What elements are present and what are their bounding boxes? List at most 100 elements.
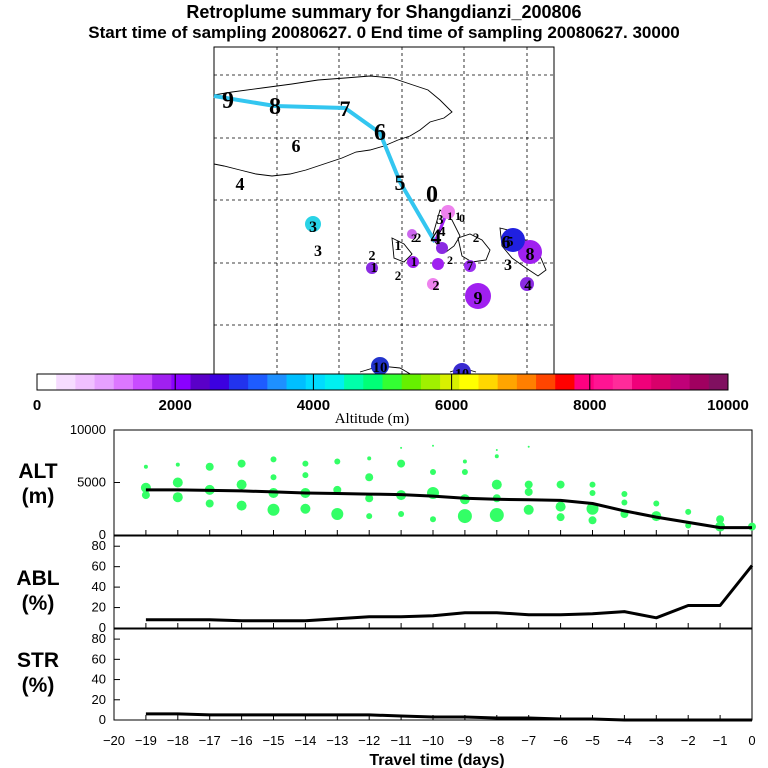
cluster-label: 3 [309,219,317,236]
cluster-point [432,258,444,270]
cluster-point [366,262,378,274]
colorbar-swatch [670,374,691,390]
altitude-point [366,513,373,520]
ytick-label: 20 [92,692,106,707]
cluster-point [371,357,389,375]
colorbar-swatch [305,374,326,390]
colorbar-swatch [56,374,76,390]
panel-ylabel: (m) [22,485,55,508]
colorbar-tick-label: 2000 [159,397,192,414]
cluster-label: 7 [467,258,474,273]
colorbar-swatch [497,374,518,390]
path-day-label: 4 [431,224,442,249]
cluster-point [407,256,419,268]
altitude-colorbar [36,373,729,391]
colorbar-swatch [132,374,153,390]
cluster-label: 5 [507,235,514,250]
cluster-label: 10 [373,360,388,376]
colorbar-swatch [708,374,729,390]
cluster-label: 8 [526,244,535,264]
xtick-label: −10 [422,733,444,748]
cluster-label: 3 [504,257,512,274]
cluster-label: 1 [371,261,378,276]
cluster-label: 9 [474,288,483,308]
altitude-point [685,508,692,515]
cluster-point [305,216,321,232]
altitude-point [555,501,566,512]
cluster-point [520,277,534,291]
colorbar-swatch [382,374,403,390]
altitude-point [716,515,725,524]
altitude-point [365,473,374,482]
xaxis-label: Travel time (days) [369,752,504,768]
coastline [457,233,491,263]
colorbar-swatch [94,374,115,390]
colorbar-label: Altitude (m) [335,411,410,427]
altitude-point [334,458,341,465]
altitude-point [400,446,403,449]
cluster-label: 2 [395,268,402,283]
colorbar-swatch [593,374,614,390]
ytick-label: 80 [92,631,106,646]
ytick-label: 5000 [77,475,106,490]
chart-title: Retroplume summary for Shangdianzi_20080… [186,2,582,22]
altitude-point [236,500,247,511]
ytick-label: 40 [92,672,106,687]
cluster-point [427,278,439,290]
colorbar-swatch [171,374,192,390]
altitude-point [398,511,405,517]
xtick-label: −2 [681,733,696,748]
altitude-point [556,480,565,489]
altitude-point [457,509,472,524]
altitude-point [523,504,534,515]
ytick-label: 60 [92,651,106,666]
colorbar-swatch [37,374,57,390]
xtick-label: −5 [585,733,600,748]
altitude-point [175,462,180,467]
altitude-point [432,444,434,447]
ytick-label: 80 [92,538,106,553]
altitude-point [495,448,498,451]
path-day-label: 8 [269,94,281,120]
altitude-point [172,477,183,488]
colorbar-swatch [267,374,288,390]
path-day-label: 9 [222,88,234,114]
colorbar-swatch [324,374,345,390]
colorbar-swatch [209,374,230,390]
sampling-info: Start time of sampling 20080627. 0 End t… [88,23,680,42]
colorbar-swatch [152,374,172,390]
path-day-label: 5 [395,170,406,195]
colorbar-swatch [574,374,595,390]
coastline [213,75,453,177]
colorbar-swatch [113,374,134,390]
altitude-point [302,472,309,479]
colorbar-tick-label: 4000 [297,397,330,414]
altitude-point [143,464,148,469]
altitude-point [302,460,309,467]
cluster-label: 2 [473,230,480,245]
mean-trajectory-line [213,94,437,244]
altitude-point [397,459,406,468]
xtick-label: −9 [457,733,472,748]
altitude-point [300,503,311,514]
ytick-label: 10000 [70,422,106,437]
colorbar-swatch [612,374,633,390]
colorbar-swatch [632,374,652,390]
xtick-label: −6 [553,733,568,748]
cluster-point [407,229,417,239]
ytick-label: 20 [92,600,106,615]
ytick-label: 0 [99,527,106,542]
ytick-label: 40 [92,579,106,594]
series-line [145,488,752,530]
colorbar-tick-label: 10000 [707,397,749,414]
xtick-label: −19 [135,733,157,748]
cluster-point [464,260,476,272]
colorbar-swatch [286,374,307,390]
path-day-label: 7 [340,96,351,121]
altitude-point [489,508,504,523]
cluster-label: 1 [411,254,418,269]
altitude-point [621,499,628,506]
path-day-label: 6 [374,120,386,146]
altitude-point [461,469,468,475]
xtick-label: −8 [489,733,504,748]
